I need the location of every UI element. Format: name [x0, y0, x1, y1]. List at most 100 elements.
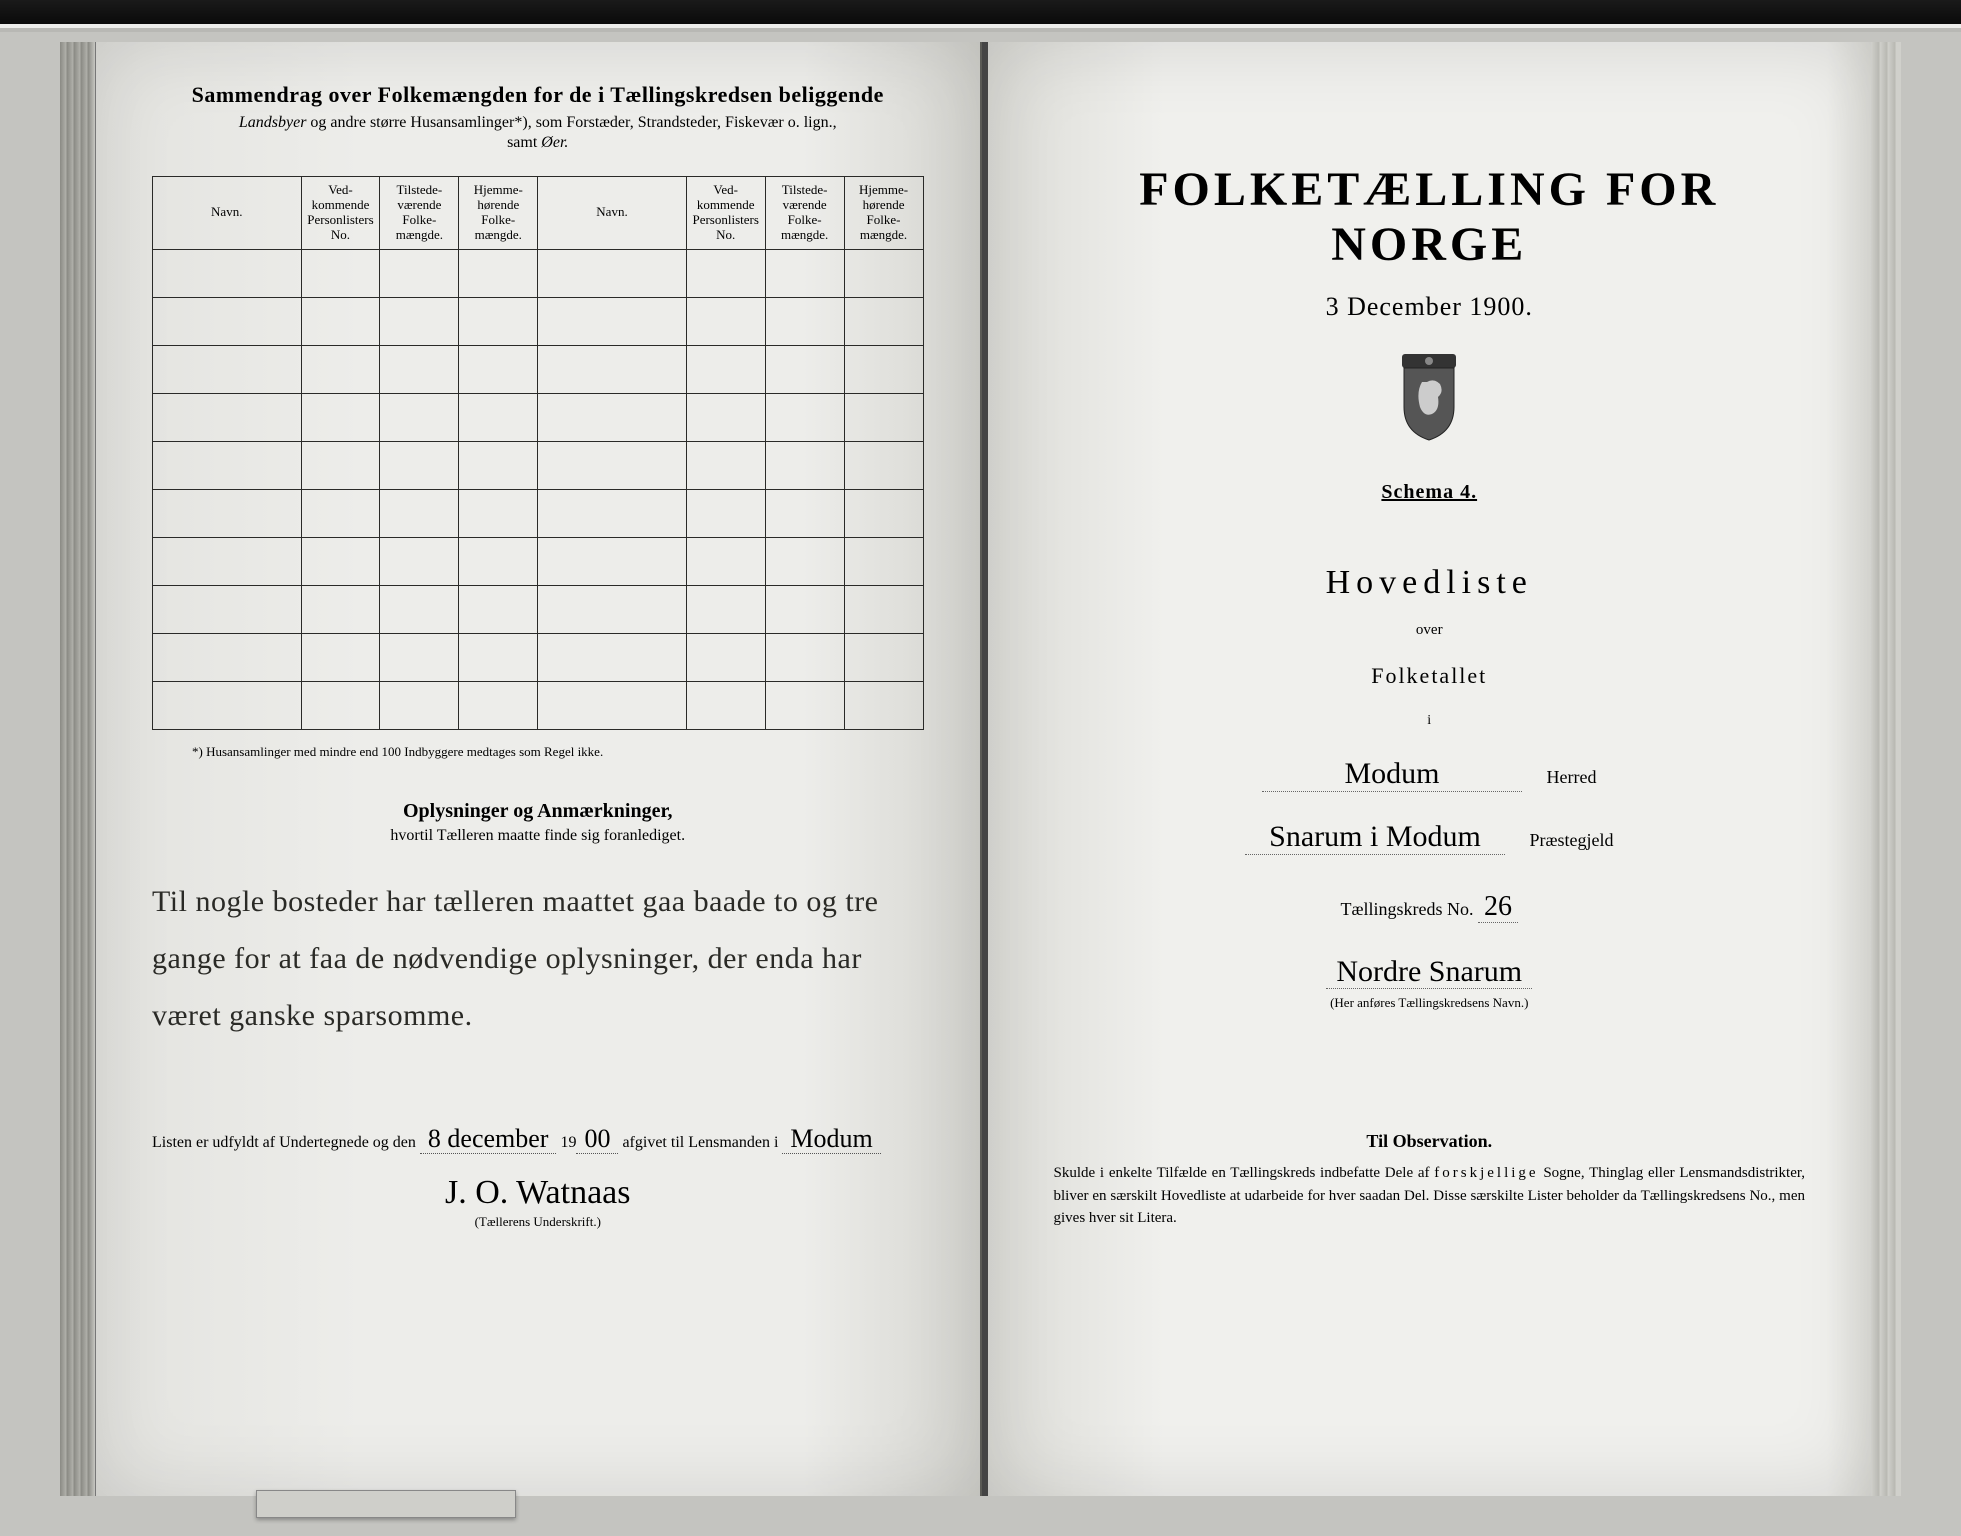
folketallet-label: Folketallet	[1044, 663, 1816, 689]
table-cell	[765, 489, 844, 537]
table-cell	[765, 681, 844, 729]
tkreds-no-hw: 26	[1478, 891, 1518, 923]
table-cell	[844, 393, 923, 441]
table-cell	[686, 681, 765, 729]
footnote: *) Husansamlinger med mindre end 100 Ind…	[152, 744, 924, 760]
table-cell	[380, 393, 459, 441]
table-cell	[153, 681, 302, 729]
table-cell	[844, 345, 923, 393]
kredsnavn-hw: Nordre Snarum	[1326, 955, 1532, 989]
table-cell	[686, 393, 765, 441]
table-cell	[844, 681, 923, 729]
left-page: Sammendrag over Folkemængden for de i Tæ…	[96, 42, 982, 1496]
table-cell	[538, 249, 687, 297]
left-page-title: Sammendrag over Folkemængden for de i Tæ…	[152, 82, 924, 108]
col-hjemme-2: Hjemme-hørendeFolke-mængde.	[844, 177, 923, 250]
right-page: FOLKETÆLLING FOR NORGE 3 December 1900. …	[982, 42, 1872, 1496]
table-row	[153, 345, 924, 393]
obs-body-sp: forskjellige	[1434, 1165, 1538, 1181]
table-cell	[686, 633, 765, 681]
table-cell	[380, 249, 459, 297]
table-cell	[459, 345, 538, 393]
herred-line: Modum Herred	[1044, 757, 1816, 792]
table-cell	[301, 441, 380, 489]
kredsnavn-sub: (Her anføres Tællingskredsens Navn.)	[1044, 995, 1816, 1011]
left-page-stack	[60, 42, 96, 1496]
table-cell	[538, 489, 687, 537]
table-cell	[538, 681, 687, 729]
table-cell	[459, 537, 538, 585]
i-label: i	[1044, 713, 1816, 729]
herred-label: Herred	[1547, 767, 1597, 787]
census-date: 3 December 1900.	[1044, 292, 1816, 322]
subtitle-italic-2: Øer.	[541, 134, 568, 151]
table-cell	[686, 249, 765, 297]
table-cell	[765, 393, 844, 441]
table-cell	[380, 681, 459, 729]
table-cell	[844, 441, 923, 489]
col-hjemme-1: Hjemme-hørendeFolke-mængde.	[459, 177, 538, 250]
tkreds-label: Tællingskreds No.	[1341, 899, 1479, 919]
table-cell	[301, 585, 380, 633]
census-title: FOLKETÆLLING FOR NORGE	[1044, 162, 1816, 272]
handwritten-remarks: Til nogle bosteder har tælleren maattet …	[152, 873, 924, 1044]
hovedliste-title: Hovedliste	[1044, 564, 1816, 602]
table-row	[153, 297, 924, 345]
over-label: over	[1044, 622, 1816, 639]
table-cell	[301, 297, 380, 345]
listen-prefix: Listen er udfyldt af Undertegnede og den	[152, 1134, 420, 1151]
table-cell	[538, 297, 687, 345]
listen-place-hw: Modum	[782, 1124, 880, 1154]
table-row	[153, 249, 924, 297]
table-cell	[686, 489, 765, 537]
right-page-stack	[1871, 42, 1901, 1496]
table-row	[153, 681, 924, 729]
table-cell	[153, 537, 302, 585]
table-row	[153, 489, 924, 537]
signature-block: J. O. Watnaas	[152, 1174, 924, 1212]
observation-body: Skulde i enkelte Tilfælde en Tællingskre…	[1044, 1162, 1816, 1230]
table-cell	[844, 585, 923, 633]
table-cell	[765, 297, 844, 345]
table-cell	[844, 297, 923, 345]
table-cell	[301, 681, 380, 729]
table-cell	[844, 249, 923, 297]
col-tilst-2: Tilstede-værendeFolke-mængde.	[765, 177, 844, 250]
table-row	[153, 393, 924, 441]
table-cell	[380, 585, 459, 633]
listen-suffix: afgivet til Lensmanden i	[622, 1134, 782, 1151]
completion-line: Listen er udfyldt af Undertegnede og den…	[152, 1124, 924, 1154]
table-cell	[686, 297, 765, 345]
praestegjeld-label: Præstegjeld	[1530, 830, 1614, 850]
herred-hw: Modum	[1262, 757, 1522, 792]
signature-hw: J. O. Watnaas	[445, 1174, 631, 1211]
crest-icon	[1394, 352, 1464, 442]
table-cell	[153, 345, 302, 393]
table-cell	[765, 585, 844, 633]
table-row	[153, 633, 924, 681]
observation-title: Til Observation.	[1044, 1131, 1816, 1152]
bottom-tab	[256, 1490, 516, 1518]
col-navn-2: Navn.	[538, 177, 687, 250]
table-cell	[765, 249, 844, 297]
table-row	[153, 585, 924, 633]
listen-date-hw: 8 december	[420, 1124, 557, 1154]
table-cell	[538, 393, 687, 441]
table-cell	[459, 393, 538, 441]
col-tilst-1: Tilstede-værendeFolke-mængde.	[380, 177, 459, 250]
obs-body-1: Skulde i enkelte Tilfælde en Tællingskre…	[1054, 1165, 1435, 1181]
table-cell	[380, 441, 459, 489]
praestegjeld-line: Snarum i Modum Præstegjeld	[1044, 820, 1816, 855]
table-cell	[459, 585, 538, 633]
table-cell	[765, 441, 844, 489]
tkreds-line: Tællingskreds No. 26	[1044, 891, 1816, 923]
listen-year-hw: 00	[576, 1124, 618, 1154]
table-cell	[301, 489, 380, 537]
table-cell	[459, 441, 538, 489]
table-cell	[153, 249, 302, 297]
film-frame-top	[0, 0, 1961, 28]
table-cell	[538, 585, 687, 633]
table-cell	[153, 441, 302, 489]
table-cell	[153, 633, 302, 681]
table-cell	[153, 585, 302, 633]
